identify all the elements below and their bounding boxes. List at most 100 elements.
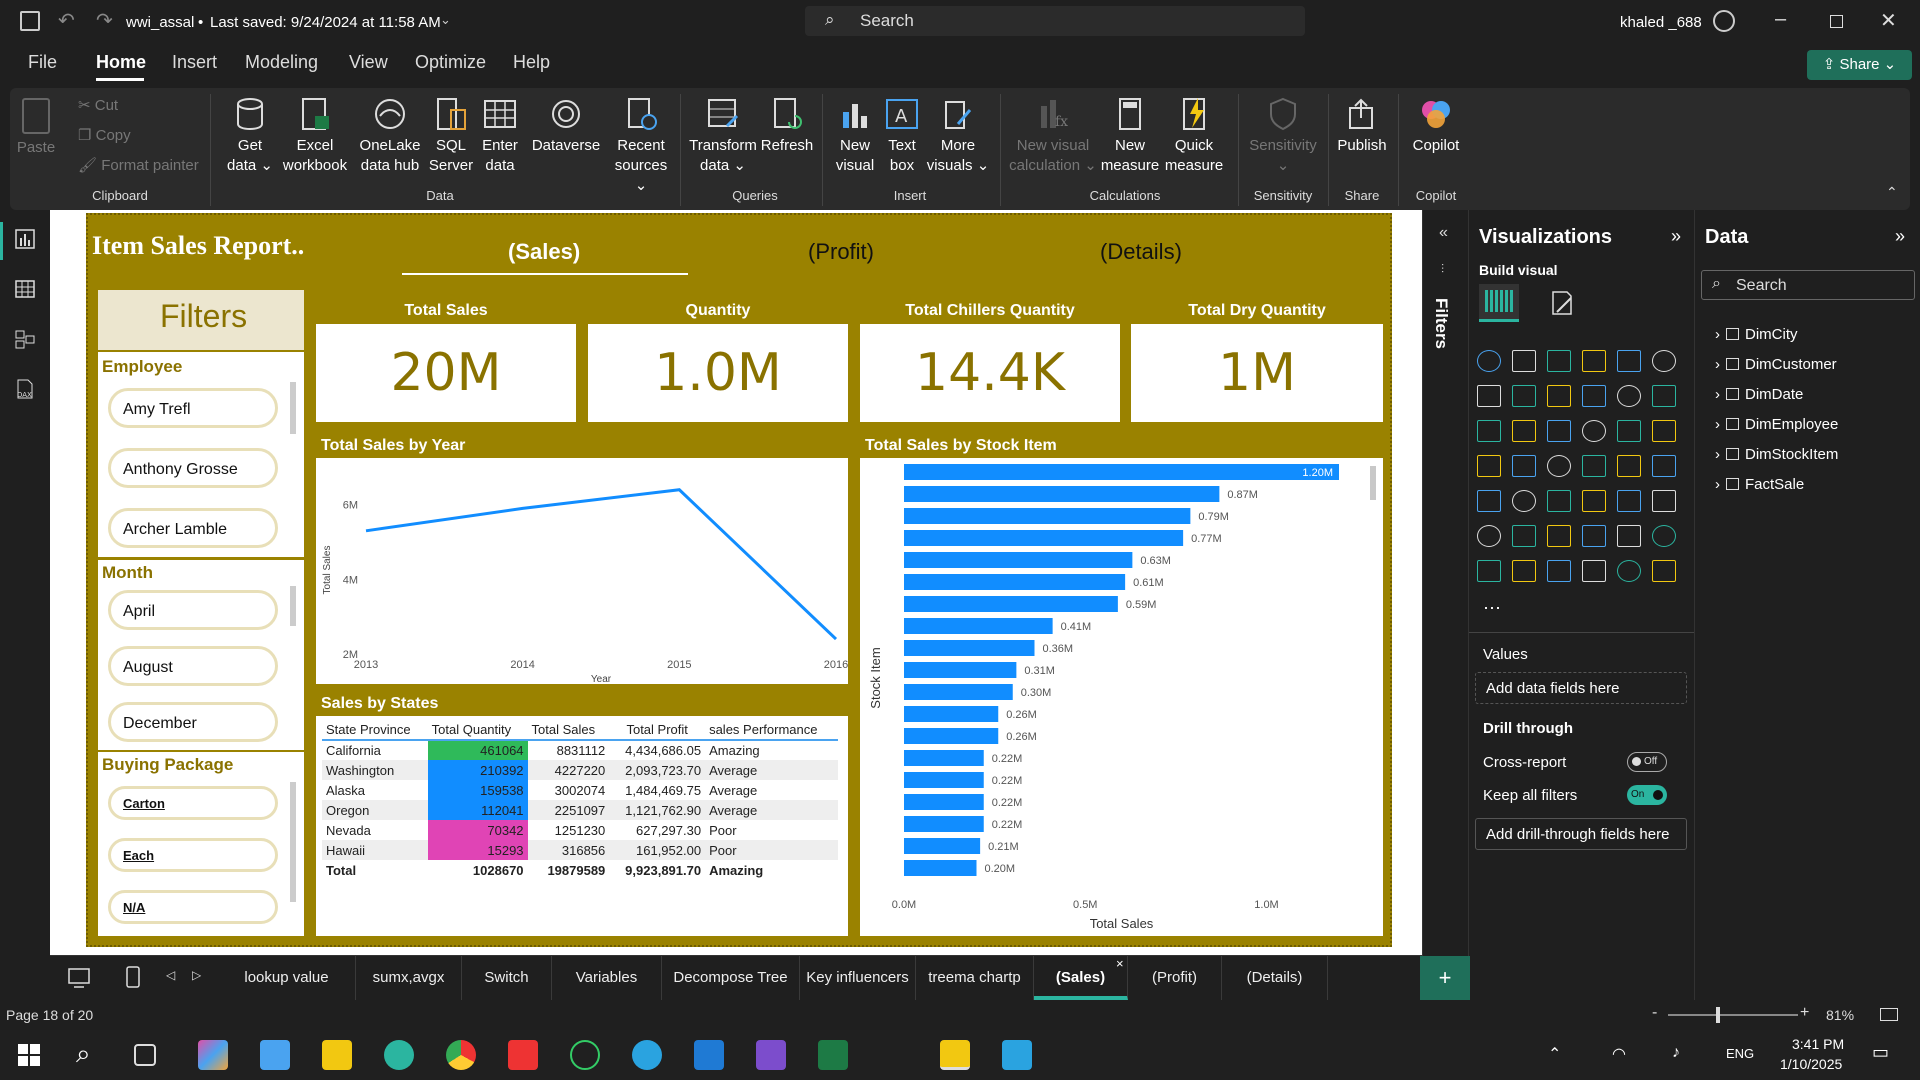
visual-type-icon[interactable] — [1477, 385, 1501, 407]
values-drop-well[interactable]: Add data fields here — [1475, 672, 1687, 704]
slicer-scrollbar[interactable] — [290, 782, 296, 902]
paste-button[interactable]: Paste — [16, 98, 56, 158]
bar[interactable] — [904, 794, 984, 810]
tab-profit[interactable]: (Profit) — [808, 239, 874, 264]
zoom-out-icon[interactable]: - — [1652, 1004, 1658, 1021]
quick-measure-button[interactable]: Quick measure — [1162, 96, 1226, 176]
visual-type-icon[interactable] — [1512, 525, 1536, 547]
kpi-card-quantity[interactable]: Quantity 1.0M — [588, 298, 848, 422]
new-measure-button[interactable]: New measure — [1100, 96, 1160, 176]
last-saved[interactable]: Last saved: 9/24/2024 at 11:58 AM — [210, 14, 441, 31]
notifications-icon[interactable]: ▭ — [1872, 1042, 1890, 1062]
get-data-button[interactable]: Get data ⌄ — [222, 96, 278, 176]
vscode-icon[interactable] — [694, 1040, 724, 1070]
menu-view[interactable]: View — [349, 52, 388, 72]
page-tab[interactable]: sumx,avgx — [356, 956, 462, 1000]
visual-type-icon[interactable] — [1617, 420, 1641, 442]
powerbi-app-icon[interactable] — [940, 1040, 970, 1070]
visual-type-icon[interactable] — [1547, 455, 1571, 477]
table-view-icon[interactable] — [14, 278, 36, 300]
zoom-level[interactable]: 81% — [1826, 1007, 1855, 1023]
expand-filters-icon[interactable]: « — [1439, 224, 1448, 241]
line-chart-visual[interactable]: Total Sales by Year 2M 4M 6M 2013 2014 2015 20… — [316, 434, 848, 684]
collapse-viz-icon[interactable]: » — [1671, 226, 1682, 246]
bar[interactable] — [904, 684, 1013, 700]
page-tab[interactable]: Key influencers — [800, 956, 916, 1000]
bar[interactable] — [904, 486, 1220, 502]
clock-time[interactable]: 3:41 PM — [1792, 1036, 1845, 1052]
telegram-icon[interactable] — [632, 1040, 662, 1070]
field-table-item[interactable]: › DimStockItem — [1715, 446, 1838, 463]
visual-type-icon[interactable] — [1547, 560, 1571, 582]
menu-help[interactable]: Help — [513, 52, 551, 72]
visual-type-icon[interactable] — [1512, 420, 1536, 442]
page-tab[interactable]: treema chartp — [916, 956, 1034, 1000]
visual-type-icon[interactable] — [1617, 455, 1641, 477]
save-icon[interactable] — [20, 11, 40, 31]
menu-insert[interactable]: Insert — [172, 52, 218, 72]
visual-type-icon[interactable] — [1652, 420, 1676, 442]
slicer-item[interactable]: Each — [108, 838, 278, 872]
field-table-item[interactable]: › DimCity — [1715, 326, 1798, 343]
taskbar-search-icon[interactable]: ⌕ — [76, 1038, 91, 1068]
line-series[interactable] — [365, 488, 838, 641]
slicer-item[interactable]: August — [108, 646, 278, 686]
more-visuals-button[interactable]: More visuals ⌄ — [926, 96, 990, 176]
undo-icon[interactable]: ↶ — [58, 10, 75, 32]
sensitivity-button[interactable]: Sensitivity ⌄ — [1246, 96, 1320, 176]
table-row[interactable]: Alaska 159538 3002074 1,484,469.75 Average — [322, 780, 838, 800]
windows-start-icon[interactable] — [18, 1044, 40, 1066]
format-painter-button[interactable]: 🖌 Format painter — [78, 156, 199, 176]
visual-type-icon[interactable] — [1652, 350, 1676, 372]
bar[interactable] — [904, 772, 984, 788]
visual-type-icon[interactable] — [1512, 455, 1536, 477]
fit-to-page-icon[interactable] — [1880, 1008, 1898, 1021]
data-search-input[interactable]: ⌕ Search — [1701, 270, 1915, 300]
page-tab[interactable]: Variables — [552, 956, 662, 1000]
sales-by-states-visual[interactable]: Sales by States State Province Total Qua… — [316, 692, 848, 936]
visual-type-icon[interactable] — [1477, 490, 1501, 512]
visual-type-icon[interactable] — [1582, 455, 1606, 477]
visual-type-icon[interactable] — [1617, 350, 1641, 372]
field-table-item[interactable]: › FactSale — [1715, 476, 1804, 493]
field-table-item[interactable]: › DimDate — [1715, 386, 1803, 403]
bar[interactable] — [904, 530, 1184, 546]
page-tab[interactable]: Switch — [462, 956, 552, 1000]
filters-pane-collapsed[interactable]: « ⫶ Filters — [1422, 210, 1468, 1000]
visual-type-icon[interactable] — [1547, 420, 1571, 442]
page-tab[interactable]: (Sales) — [1034, 956, 1128, 1000]
mobile-layout-icon[interactable] — [126, 966, 140, 988]
clock-date[interactable]: 1/10/2025 — [1780, 1056, 1843, 1072]
youtube-icon[interactable] — [508, 1040, 538, 1070]
recent-sources-button[interactable]: Recent sources ⌄ — [608, 96, 674, 196]
field-table-item[interactable]: › DimCustomer — [1715, 356, 1837, 373]
zoom-slider-thumb[interactable] — [1716, 1007, 1720, 1023]
close-icon[interactable]: ✕ — [1880, 10, 1897, 32]
volume-icon[interactable]: ♪ — [1672, 1044, 1680, 1061]
table-row[interactable]: Nevada 70342 1251230 627,297.30 Poor — [322, 820, 838, 840]
menu-file[interactable]: File — [28, 52, 58, 72]
bar[interactable] — [904, 574, 1126, 590]
menu-modeling[interactable]: Modeling — [245, 52, 319, 72]
bar[interactable] — [904, 838, 981, 854]
excel-app-icon[interactable] — [818, 1040, 848, 1070]
visual-type-icon[interactable] — [1512, 560, 1536, 582]
visual-type-icon[interactable] — [1617, 525, 1641, 547]
visual-type-icon[interactable] — [1652, 525, 1676, 547]
menu-optimize[interactable]: Optimize — [415, 52, 487, 72]
visual-type-icon[interactable] — [1582, 385, 1606, 407]
new-visual-button[interactable]: New visual — [832, 96, 878, 176]
table-row[interactable]: Oregon 112041 2251097 1,121,762.90 Average — [322, 800, 838, 820]
visual-type-icon[interactable] — [1652, 490, 1676, 512]
text-box-button[interactable]: A Text box — [882, 96, 922, 176]
menu-home[interactable]: Home — [96, 52, 147, 72]
visual-type-icon[interactable] — [1582, 525, 1606, 547]
visual-type-icon[interactable] — [1547, 385, 1571, 407]
cross-report-toggle[interactable]: Off — [1627, 752, 1667, 772]
store-icon[interactable] — [260, 1040, 290, 1070]
drill-through-drop-well[interactable]: Add drill-through fields here — [1475, 818, 1687, 850]
build-visual-tab[interactable] — [1479, 284, 1519, 322]
bar[interactable] — [904, 816, 984, 832]
collapse-data-icon[interactable]: » — [1895, 226, 1906, 246]
column-header[interactable]: Total Sales — [527, 720, 610, 741]
